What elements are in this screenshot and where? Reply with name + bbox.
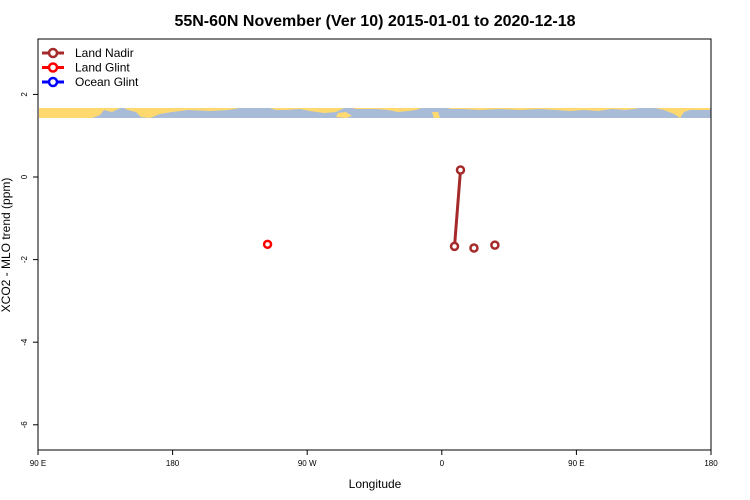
land-nadir-point — [455, 165, 466, 175]
legend-marker-land-nadir — [47, 47, 59, 59]
y-tick-label: -6 — [20, 421, 29, 429]
land-glint-point — [262, 239, 273, 250]
map-land-5 — [446, 108, 640, 111]
legend-marker-ocean-glint — [47, 76, 59, 88]
map-strip — [39, 108, 711, 118]
legend-label-land-nadir: Land Nadir — [75, 46, 134, 60]
x-tick-label: 0 — [440, 459, 445, 468]
map-ocean — [39, 108, 711, 118]
land-nadir-point — [490, 240, 500, 250]
map-land-4 — [352, 108, 421, 112]
y-axis-label: XCO2 - MLO trend (ppm) — [0, 178, 13, 313]
x-tick-label: 180 — [704, 459, 718, 468]
x-tick-label: 180 — [166, 459, 180, 468]
chart-title: 55N-60N November (Ver 10) 2015-01-01 to … — [174, 13, 575, 30]
map-land-1 — [39, 108, 120, 118]
y-tick-label: 2 — [20, 92, 29, 97]
y-tick-label: -4 — [20, 338, 29, 346]
x-tick-label: 90 E — [568, 459, 584, 468]
y-axis: 2 0 -2 -4 -6 — [20, 92, 38, 429]
map-land-island-1 — [336, 112, 352, 118]
map-land-6 — [655, 108, 710, 118]
land-nadir-line — [453, 169, 462, 247]
y-tick-label: -2 — [20, 255, 29, 263]
legend-label-ocean-glint: Ocean Glint — [75, 75, 139, 89]
series-layer — [262, 165, 500, 253]
map-land-island-2 — [432, 112, 440, 118]
land-nadir-point — [469, 243, 479, 253]
y-tick-label: 0 — [20, 174, 29, 179]
x-axis: 90 E 180 90 W 0 90 E 180 — [30, 450, 718, 468]
x-tick-label: 90 W — [298, 459, 317, 468]
map-land-2 — [124, 108, 240, 118]
legend-label-land-glint: Land Glint — [75, 61, 130, 75]
x-tick-label: 90 E — [30, 459, 46, 468]
map-land-3 — [270, 108, 344, 113]
land-nadir-point — [449, 241, 460, 252]
x-axis-label: Longitude — [349, 477, 402, 491]
plot-frame — [37, 38, 712, 451]
legend-marker-land-glint — [47, 62, 59, 73]
